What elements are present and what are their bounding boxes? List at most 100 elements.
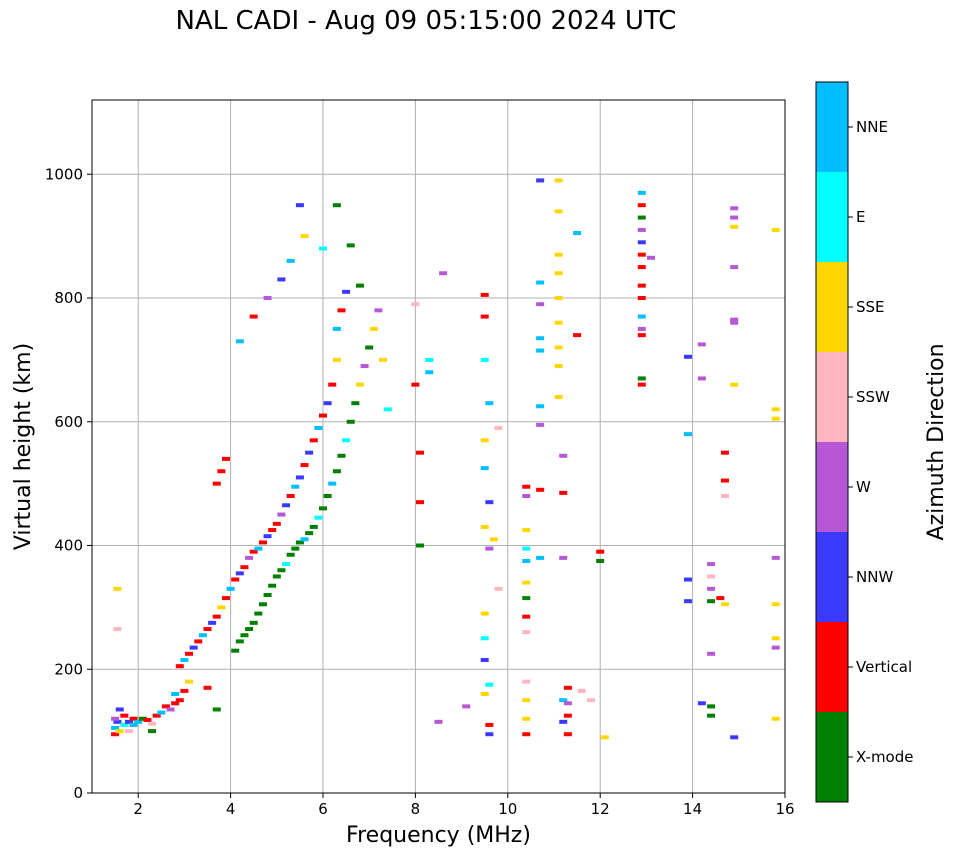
data-point [379,357,388,362]
data-point [277,512,286,517]
data-point [573,333,582,338]
data-point [111,726,120,731]
data-point [346,419,355,424]
data-point [319,413,327,418]
data-point [295,203,304,208]
data-point [522,484,531,489]
data-point [221,456,230,461]
data-point [554,209,563,214]
data-point [212,614,221,619]
data-point [411,302,420,307]
data-point [485,401,494,406]
colorbar-segment [816,442,848,532]
data-point [113,719,122,724]
data-point [554,395,563,399]
data-point [254,611,263,616]
data-point [563,701,572,706]
data-point [203,627,212,632]
colorbar-segment [816,352,848,442]
data-point [342,289,351,294]
data-point [148,721,157,726]
data-point [559,490,568,495]
x-tick-label: 2 [133,800,143,818]
data-point [332,326,341,331]
data-point [771,407,780,412]
data-point [212,707,221,712]
data-point [771,636,780,641]
data-point [771,416,780,421]
data-point [771,555,780,560]
data-point [235,571,244,576]
data-point [120,722,129,727]
data-point [416,500,425,505]
data-point [559,453,568,458]
data-point [536,422,545,427]
data-point [730,735,739,740]
data-point [720,494,729,498]
data-point [522,494,531,498]
data-point [683,354,692,359]
data-point [342,438,351,443]
data-point [480,357,489,362]
data-point [337,453,346,458]
data-point [328,382,337,387]
data-point [637,283,646,288]
data-point [124,719,133,724]
data-point [559,698,568,703]
data-point [771,716,780,721]
x-tick-label: 10 [498,800,517,818]
data-point [291,484,300,489]
data-point [462,704,471,709]
data-point [291,546,300,551]
data-point [707,704,716,709]
data-point [494,425,503,430]
data-point [249,620,258,625]
colorbar-segment [816,262,848,352]
data-point [272,574,281,579]
data-point [730,382,739,387]
chart-title: NAL CADI - Aug 09 05:15:00 2024 UTC [175,6,677,36]
y-tick-label: 800 [54,289,83,307]
data-point [305,450,314,455]
y-axis-title: Virtual height (km) [11,343,36,550]
data-point [152,713,161,718]
data-point [536,280,545,285]
data-point [240,565,249,570]
data-point [425,357,434,362]
data-point [573,231,582,236]
data-point [707,651,716,656]
y-axis: 0 200 400 600 800 1000 [45,165,92,802]
data-point [485,732,494,737]
data-point [300,463,309,468]
data-point [203,685,212,690]
data-point [185,651,194,656]
data-point [319,246,327,251]
data-point [323,494,332,498]
data-point [277,277,286,282]
data-point [171,692,180,696]
x-tick-label: 16 [775,800,794,818]
colorbar-segment [816,172,848,262]
data-point [113,627,122,632]
data-point [536,555,545,560]
x-axis-title: Frequency (MHz) [346,823,531,848]
data-point [536,336,545,341]
data-point [637,376,646,381]
data-point [263,534,272,539]
data-point [328,481,337,486]
data-point [730,317,739,322]
data-point [730,224,739,229]
data-point [683,577,692,582]
data-point [637,265,646,270]
data-point [355,382,364,387]
data-point [416,543,425,548]
data-point [346,243,355,248]
data-point [221,596,230,601]
data-point [268,583,277,588]
data-point [485,500,494,505]
data-point [563,732,572,737]
y-tick-label: 1000 [45,165,83,183]
data-point [730,215,739,220]
data-point [522,679,531,684]
data-point [522,546,531,551]
